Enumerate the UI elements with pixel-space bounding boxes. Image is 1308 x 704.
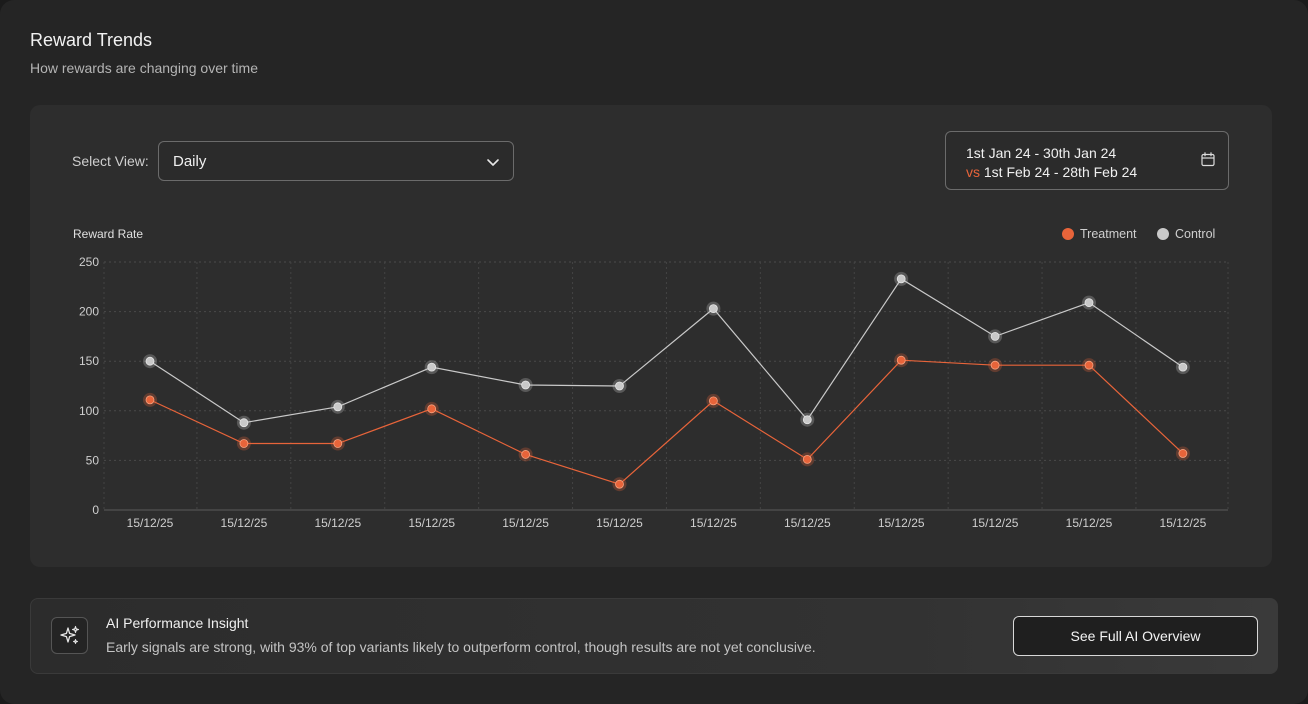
date-range-primary: 1st Jan 24 - 30th Jan 24 [966,145,1117,161]
data-point-control [802,415,812,425]
data-point-control [1084,298,1094,308]
legend-marker-control [1157,228,1169,240]
data-point-control [615,381,624,391]
data-point-treatment [521,450,530,459]
x-tick-label: 15/12/25 [221,516,268,530]
data-point-control [896,274,906,284]
y-tick-label: 200 [79,305,99,319]
data-point-treatment [896,355,906,365]
page-title: Reward Trends [30,30,153,50]
data-point-control [990,331,1000,341]
x-tick-label: 15/12/25 [784,516,831,530]
data-point-treatment [709,396,718,406]
data-point-control [521,380,530,390]
data-point-control [427,362,437,372]
data-point-control [1178,362,1188,372]
date-range-compare-row: vs 1st Feb 24 - 28th Feb 24 [966,164,1137,180]
x-tick-label: 15/12/25 [127,516,174,530]
date-range-picker[interactable]: 1st Jan 24 - 30th Jan 24 vs 1st Feb 24 -… [945,131,1229,190]
y-tick-label: 100 [79,404,99,418]
legend-label-control: Control [1175,227,1215,241]
date-vs-label: vs [966,164,980,180]
data-point-treatment [239,439,249,448]
x-tick-label: 15/12/25 [1066,516,1113,530]
data-point-control [239,418,249,428]
data-point-control [709,304,718,314]
y-tick-label: 250 [79,255,99,269]
chevron-down-icon [486,155,500,174]
sparkles-icon [51,617,88,654]
data-point-treatment [802,455,812,464]
data-point-treatment [333,439,343,448]
x-tick-label: 15/12/25 [878,516,925,530]
x-tick-label: 15/12/25 [596,516,643,530]
select-view-label: Select View: [72,153,149,169]
x-tick-label: 15/12/25 [502,516,549,530]
page-subtitle: How rewards are changing over time [30,60,258,76]
data-point-control [145,356,155,366]
insight-text: Early signals are strong, with 93% of to… [106,639,816,655]
series-line-control [149,278,1184,424]
y-tick-label: 150 [79,354,99,368]
data-point-treatment [990,360,1000,370]
y-axis-label: Reward Rate [73,227,143,241]
x-tick-label: 15/12/25 [314,516,361,530]
data-point-treatment [1084,360,1094,370]
data-point-treatment [427,404,437,414]
legend-label-treatment: Treatment [1080,227,1137,241]
data-point-treatment [1178,449,1188,458]
data-point-control [333,402,343,412]
x-tick-label: 15/12/25 [1160,516,1207,530]
date-range-compare: 1st Feb 24 - 28th Feb 24 [983,164,1138,180]
series-line-treatment [149,359,1184,485]
legend-marker-treatment [1062,228,1074,240]
x-tick-label: 15/12/25 [690,516,737,530]
calendar-icon [1201,152,1215,172]
insight-title: AI Performance Insight [106,615,249,631]
view-select[interactable]: Daily [158,141,514,181]
y-tick-label: 0 [92,503,99,517]
x-tick-label: 15/12/25 [408,516,455,530]
view-select-value: Daily [173,153,207,170]
data-point-treatment [615,479,624,489]
data-point-treatment [145,395,155,405]
ai-insight-banner: AI Performance Insight Early signals are… [30,598,1278,674]
see-full-ai-overview-button[interactable]: See Full AI Overview [1013,616,1258,656]
x-tick-label: 15/12/25 [972,516,1019,530]
y-tick-label: 50 [86,453,100,467]
